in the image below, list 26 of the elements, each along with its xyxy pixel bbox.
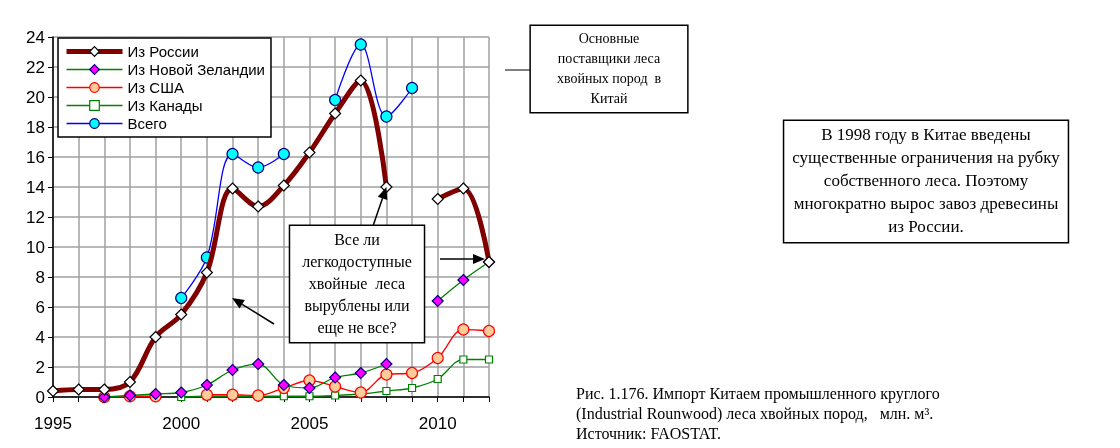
legend-label: Из России [127,43,199,60]
x-tick-label: 1995 [34,414,72,433]
y-tick-label: 22 [26,57,45,77]
legend-label: Из Новой Зеландии [127,61,265,78]
text: Рис. 1.176. Импорт Китаем промышленного круглого (Industrial Rounwood) леса хвойных пород, млн. м³. Источник: FAOSTAT. [576,384,940,442]
y-tick-label: 16 [26,147,45,167]
y-tick-label: 14 [26,177,45,197]
legend-label: Из США [127,79,184,96]
y-tick-label: 24 [26,27,45,47]
y-tick-label: 2 [35,357,45,377]
x-tick-label: 2010 [418,414,457,433]
text: Основные поставщики леса хвойных пород в Китай [556,30,662,106]
y-tick-label: 10 [26,237,45,257]
x-tick-label: 2005 [290,414,329,433]
y-tick-label: 6 [35,297,45,317]
text: В 1998 году в Китае введены существенные ограничения на рубку собственного леса. Поэтому многократно вырос завоз древесины из России. [792,125,1061,236]
y-tick-label: 12 [26,207,45,227]
y-tick-label: 0 [35,387,45,407]
y-tick-label: 18 [26,117,45,137]
legend-label: Всего [127,115,167,132]
legend-label: Из Канады [127,97,203,114]
y-tick-label: 20 [26,87,45,107]
y-tick-label: 4 [35,327,45,347]
annotation: Все ли легкодоступные хвойные леса вырублены или еще не все? [302,230,412,337]
x-tick-label: 2000 [162,414,201,433]
y-tick-label: 8 [35,267,45,287]
